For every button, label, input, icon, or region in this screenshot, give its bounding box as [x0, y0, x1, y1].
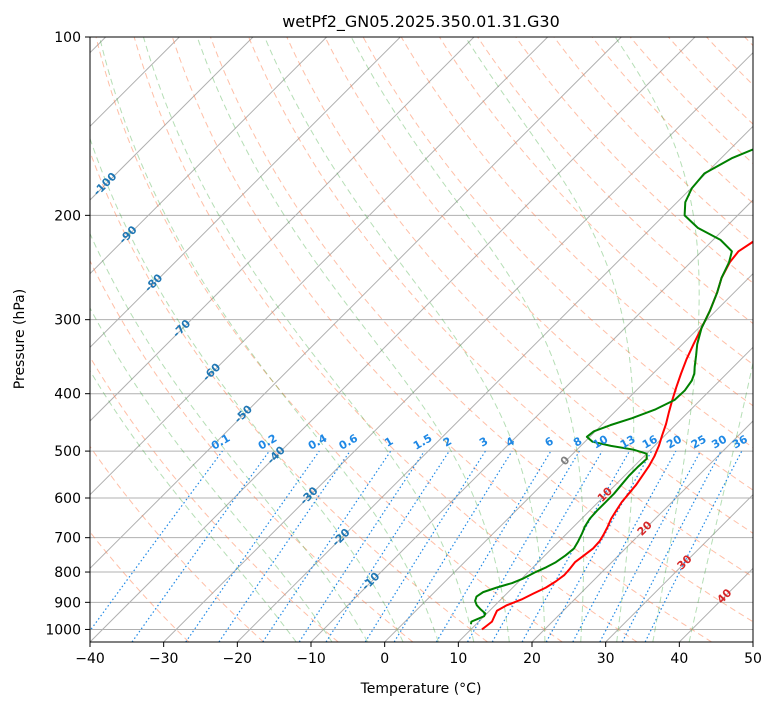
isotherm-line [90, 37, 696, 642]
isotherm-line [457, 346, 753, 642]
mixing-ratio-line [262, 450, 392, 642]
chart-title: wetPf2_GN05.2025.350.01.31.G30 [282, 12, 560, 32]
dry-adiabat-line [133, 37, 638, 642]
y-tick-label: 800 [54, 565, 81, 581]
temperature-profile-line [481, 240, 753, 631]
moist-adiabat-line [614, 37, 700, 642]
axes: −40 −30 −20 −10 0 10 20 30 40 50 100 200 300 400 500 60… [45, 30, 762, 667]
x-tick-label: 50 [744, 651, 762, 667]
moist-adiabat-line [90, 137, 404, 642]
dry-adiabat-line [400, 37, 753, 407]
y-tick-label: 200 [54, 208, 81, 224]
dry-adiabat-line [515, 37, 753, 284]
isotherm-line [90, 37, 549, 496]
dry-adiabat-line [90, 445, 264, 642]
isotherm-line [384, 272, 753, 642]
mixing-ratio-line [393, 450, 513, 642]
moist-adiabat-line [90, 306, 333, 642]
x-tick-label: −30 [149, 651, 179, 667]
moist-adiabat-line [99, 37, 439, 642]
mixing-ratio-line [572, 450, 677, 642]
mixing-ratio-line [90, 450, 223, 632]
mixing-ratio-line [521, 450, 631, 642]
y-tick-label: 300 [54, 313, 81, 329]
y-tick-label: 500 [54, 444, 81, 460]
x-tick-label: 20 [523, 651, 541, 667]
plot-area: -100-90-80-70-60-50-40-30-20-100.1 0.2 0.4… [90, 37, 753, 642]
mixing-ratio-line [131, 450, 270, 642]
moist-adiabat-line [688, 360, 753, 642]
moist-adiabat-line [464, 37, 635, 642]
moist-adiabat-line [196, 37, 510, 642]
x-tick-label: −40 [75, 651, 105, 667]
y-axis-title: Pressure (hPa) [12, 289, 28, 389]
isotherm-line [90, 37, 475, 422]
isotherm-line [90, 37, 254, 201]
moist-adiabat-line [350, 37, 585, 642]
dry-adiabat-line [629, 37, 753, 165]
x-tick-label: 30 [597, 651, 615, 667]
moist-adiabat-line [90, 232, 369, 642]
x-tick-label: 10 [449, 651, 467, 667]
isotherm-line [236, 125, 753, 642]
dry-adiabat-line [90, 259, 414, 642]
dry-adiabat-line [591, 37, 753, 204]
dry-adiabat-line [171, 37, 712, 642]
moist-adiabat-line [142, 37, 475, 642]
mixing-ratio-line [325, 450, 450, 642]
mixing-ratio-line [218, 450, 351, 642]
dry-adiabat-line [477, 37, 753, 325]
mixing-ratio-line [185, 450, 320, 642]
mixing-ratio-line [644, 450, 743, 642]
y-tick-label: 700 [54, 531, 81, 547]
dewpoint-profile-line [469, 148, 753, 625]
y-tick-label: 600 [54, 491, 81, 507]
x-tick-label: −20 [223, 651, 253, 667]
dry-adiabat-line [362, 37, 753, 449]
moist-adiabat-line [264, 37, 546, 642]
isotherm-line [163, 51, 753, 642]
y-tick-label: 400 [54, 387, 81, 403]
isotherm-line [90, 37, 401, 349]
x-tick-label: 40 [670, 651, 688, 667]
isotherm-line [531, 420, 753, 642]
plot-frame [89, 36, 754, 643]
x-tick-label: 0 [380, 651, 389, 667]
dry-adiabat-line [324, 37, 753, 491]
y-tick-label: 1000 [45, 622, 81, 638]
y-tick-label: 900 [54, 595, 81, 611]
isotherm-line [605, 493, 753, 642]
dry-adiabat-line [210, 37, 753, 623]
dry-adiabat-line [95, 37, 563, 642]
y-tick-label: 100 [54, 30, 81, 46]
x-axis-title: Temperature (°C) [360, 681, 482, 697]
mixing-ratio-line [298, 450, 425, 642]
x-tick-label: −10 [296, 651, 326, 667]
isotherm-line [90, 37, 328, 275]
moist-adiabat-line [90, 369, 297, 642]
isotherm-line [90, 37, 622, 570]
dry-adiabat-line [248, 37, 753, 578]
